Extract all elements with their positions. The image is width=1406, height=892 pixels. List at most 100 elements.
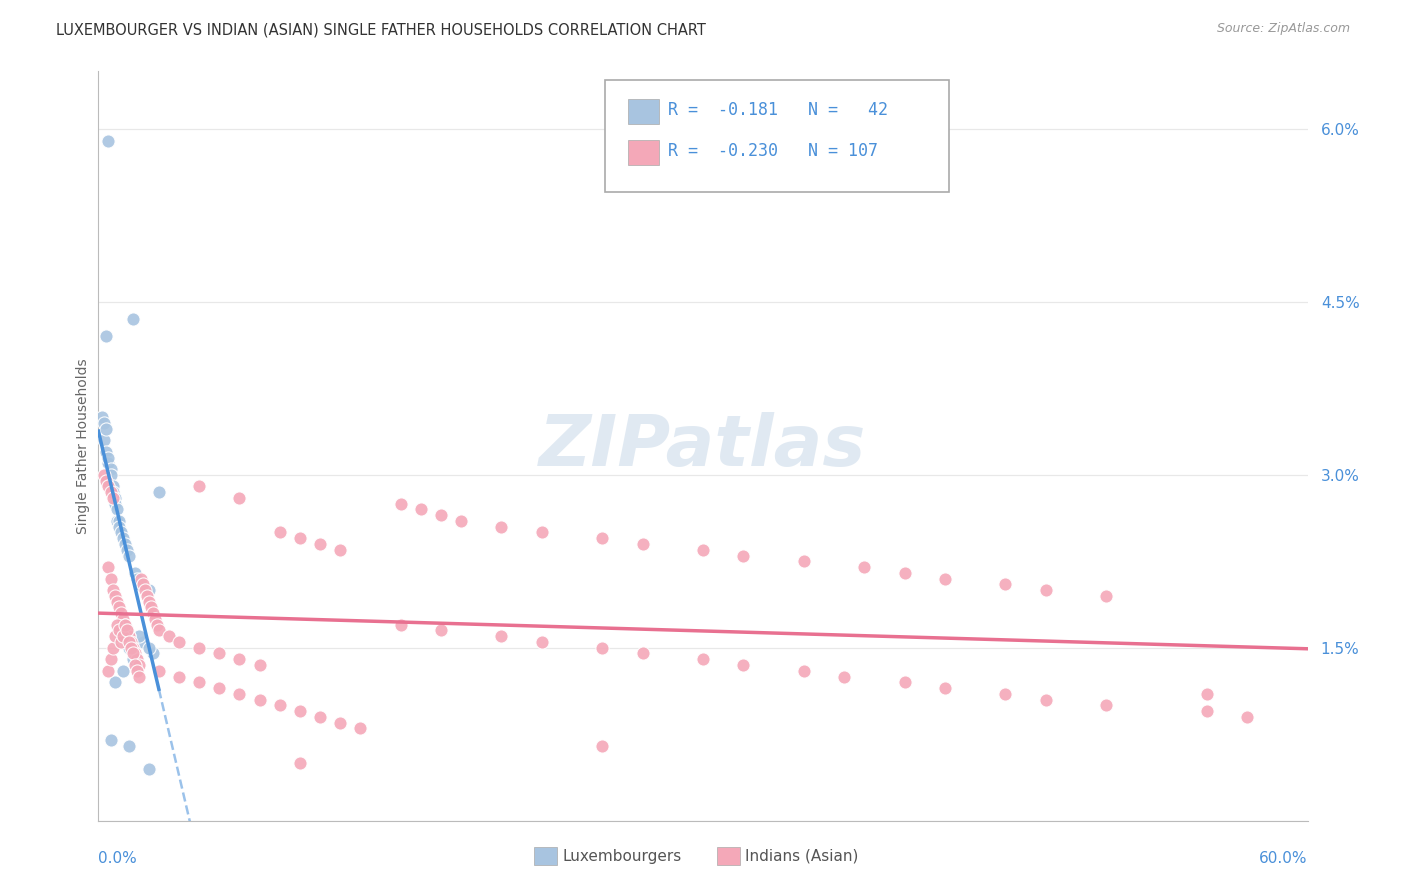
Point: [309, 537, 332, 551]
Point: [101, 640, 124, 655]
Point: [188, 675, 211, 690]
Point: [96, 422, 118, 436]
Point: [121, 640, 143, 655]
Point: [100, 462, 122, 476]
Point: [107, 624, 129, 638]
Point: [100, 467, 122, 482]
Point: [329, 542, 352, 557]
Point: [269, 525, 291, 540]
Point: [118, 640, 141, 655]
Point: [167, 669, 190, 683]
Point: [1236, 710, 1258, 724]
Point: [97, 479, 120, 493]
Point: [110, 525, 132, 540]
Point: [1195, 704, 1218, 718]
Point: [107, 600, 129, 615]
Point: [692, 542, 714, 557]
Point: [249, 692, 271, 706]
Point: [249, 658, 271, 673]
Point: [132, 577, 155, 591]
Text: Indians (Asian): Indians (Asian): [745, 849, 859, 863]
Point: [934, 681, 956, 695]
Point: [124, 647, 146, 661]
Point: [111, 629, 134, 643]
Point: [631, 537, 654, 551]
Text: Source: ZipAtlas.com: Source: ZipAtlas.com: [1216, 22, 1350, 36]
Point: [101, 479, 124, 493]
Point: [591, 640, 613, 655]
Point: [893, 675, 915, 690]
Point: [143, 612, 166, 626]
Point: [91, 410, 114, 425]
Point: [491, 629, 513, 643]
Text: 0.0%: 0.0%: [98, 851, 138, 865]
Point: [1195, 687, 1218, 701]
Point: [631, 647, 654, 661]
Point: [208, 647, 231, 661]
Point: [128, 658, 150, 673]
Point: [309, 710, 332, 724]
Point: [591, 739, 613, 753]
Point: [93, 416, 115, 430]
Text: 60.0%: 60.0%: [1260, 851, 1308, 865]
Point: [228, 652, 250, 666]
Point: [148, 485, 170, 500]
Point: [128, 669, 150, 683]
Point: [97, 450, 120, 465]
Point: [103, 497, 125, 511]
Point: [188, 479, 211, 493]
Point: [349, 722, 371, 736]
Point: [101, 485, 124, 500]
Point: [994, 577, 1017, 591]
Point: [450, 514, 472, 528]
Point: [288, 756, 311, 770]
Point: [100, 485, 122, 500]
Point: [107, 519, 129, 533]
Point: [530, 525, 553, 540]
Point: [105, 594, 128, 608]
Point: [97, 560, 120, 574]
Point: [853, 560, 876, 574]
Point: [107, 514, 129, 528]
Point: [96, 329, 118, 343]
Point: [118, 629, 141, 643]
Point: [893, 566, 915, 580]
Point: [129, 572, 152, 586]
Point: [389, 497, 412, 511]
Point: [125, 572, 148, 586]
Point: [138, 762, 160, 776]
Point: [934, 572, 956, 586]
Point: [288, 531, 311, 545]
Point: [118, 739, 141, 753]
Point: [793, 664, 815, 678]
Point: [105, 617, 128, 632]
Point: [93, 467, 115, 482]
Point: [134, 583, 156, 598]
Point: [208, 681, 231, 695]
Point: [793, 554, 815, 568]
Text: ZIPatlas: ZIPatlas: [540, 411, 866, 481]
Point: [100, 652, 122, 666]
Point: [93, 434, 115, 448]
Point: [1095, 698, 1118, 713]
Point: [142, 606, 165, 620]
Point: [103, 491, 125, 505]
Point: [114, 617, 136, 632]
Point: [409, 502, 432, 516]
Point: [228, 491, 250, 505]
Point: [111, 664, 134, 678]
Text: R =  -0.230   N = 107: R = -0.230 N = 107: [668, 142, 877, 160]
Point: [120, 635, 142, 649]
Point: [733, 549, 755, 563]
Point: [120, 640, 142, 655]
Point: [430, 624, 453, 638]
Point: [103, 675, 125, 690]
Point: [115, 542, 138, 557]
Point: [138, 594, 160, 608]
Point: [121, 312, 143, 326]
Point: [1095, 589, 1118, 603]
Point: [125, 652, 148, 666]
Point: [125, 664, 148, 678]
Y-axis label: Single Father Households: Single Father Households: [76, 359, 90, 533]
Point: [157, 629, 180, 643]
